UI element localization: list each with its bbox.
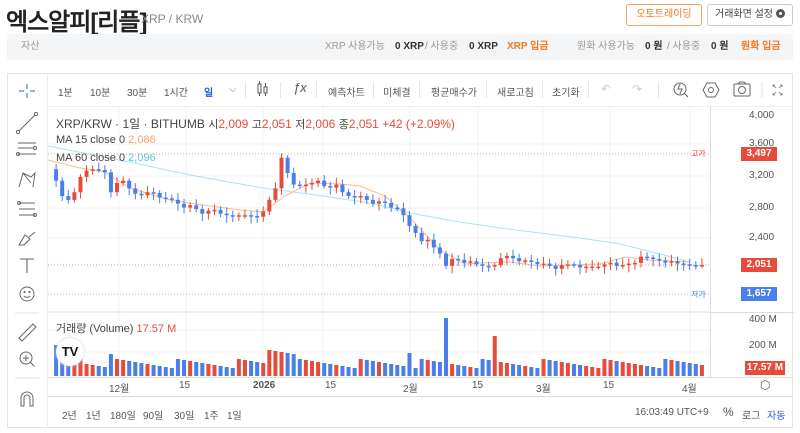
range-1w[interactable]: 1주 — [204, 411, 219, 422]
auto-trading-button[interactable]: 오토트레이딩 — [626, 4, 702, 26]
time-axis[interactable]: 12월 15 2026 15 2월 15 3월 15 4월 ⬡ — [48, 377, 793, 395]
page-title: 엑스알피[리플] — [6, 9, 147, 36]
range-2y[interactable]: 2년 — [62, 411, 77, 422]
percent-toggle[interactable]: % — [723, 405, 734, 419]
header: 엑스알피[리플] XRP / KRW 오토트레이딩 거래화면 설정 — [0, 0, 800, 36]
xrp-available-label: XRP 사용가능 — [325, 41, 385, 52]
range-180d[interactable]: 180일 — [110, 411, 136, 422]
ma60-legend[interactable]: MA 60 close 0 2,096 — [56, 152, 156, 164]
auto-toggle[interactable]: 자동 — [767, 411, 786, 422]
krw-in-use-value: 0 원 — [711, 41, 729, 52]
log-toggle[interactable]: 로그 — [742, 411, 761, 422]
undo-icon[interactable]: ↶ — [601, 82, 612, 96]
crosshair-icon — [19, 84, 35, 98]
interval-1min[interactable]: 1분 — [58, 88, 73, 99]
settings-label: 거래화면 설정 — [715, 9, 773, 20]
price-axis[interactable]: 4,000 3,600 3,200 2,800 2,400 고가 3,497 2… — [691, 107, 794, 377]
volume-legend[interactable]: 거래량 (Volume) 17.57 M — [56, 323, 177, 335]
chart-toolbar: 1분 10분 30분 1시간 일 ⌵ ƒx 예측차트 미체결 평균매수가 새로고… — [48, 73, 793, 107]
candles — [54, 153, 704, 276]
magnet-icon — [20, 391, 34, 407]
ruler-icon — [18, 323, 37, 342]
camera-icon — [733, 81, 751, 97]
redo-icon[interactable]: ↷ — [632, 82, 643, 96]
chart-legend-symbol: XRP/KRW · 1일 · BITHUMB 시2,009 고2,051 저2,… — [56, 117, 455, 131]
clock: 16:03:49 UTC+9 — [635, 407, 709, 418]
volume-tag: 17.57 M — [745, 361, 785, 375]
brush-icon — [18, 231, 36, 246]
low-price-tag: 1,657 — [741, 287, 777, 301]
krw-deposit-link[interactable]: 원화 입금 — [741, 41, 781, 52]
pair-subtitle: XRP / KRW — [141, 12, 204, 26]
tradingview-logo[interactable]: TV — [56, 338, 84, 366]
current-price-tag: 2,051 — [741, 258, 777, 272]
xrp-in-use-label: / 사용중 — [425, 41, 459, 52]
range-1d[interactable]: 1일 — [227, 411, 242, 422]
ma15-legend[interactable]: MA 15 close 0 2,086 — [56, 134, 156, 146]
range-90d[interactable]: 90일 — [143, 411, 164, 422]
high-label: 고가 — [691, 149, 706, 158]
avg-buy-price-button[interactable]: 평균매수가 — [431, 88, 477, 99]
refresh-button[interactable]: 새로고침 — [497, 88, 534, 99]
fullscreen-icon — [772, 84, 783, 96]
chart-container — [7, 73, 793, 428]
trend-line-icon — [15, 111, 39, 135]
quick-zoom-icon — [673, 82, 689, 98]
bottom-bar: 2년 1년 180일 90일 30일 1주 1일 16:03:49 UTC+9 … — [48, 396, 793, 428]
interval-day[interactable]: 일 — [204, 88, 214, 99]
indicator-fx-icon[interactable]: ƒx — [293, 80, 307, 95]
interval-10min[interactable]: 10분 — [90, 88, 111, 99]
krw-in-use-label: / 사용중 — [667, 41, 701, 52]
text-icon — [20, 258, 34, 273]
pattern-icon — [18, 171, 36, 188]
trading-settings-button[interactable]: 거래화면 설정 — [707, 4, 793, 26]
prediction-chart-button[interactable]: 예측차트 — [328, 88, 365, 99]
candle-type-icon[interactable] — [251, 73, 281, 107]
settings-hex-icon — [702, 82, 720, 98]
krw-available-value: 0 원 — [645, 41, 663, 52]
open-orders-button[interactable]: 미체결 — [383, 88, 411, 99]
interval-1hour[interactable]: 1시간 — [164, 88, 188, 99]
low-label: 저가 — [691, 290, 706, 299]
range-1y[interactable]: 1년 — [86, 411, 101, 422]
xrp-deposit-link[interactable]: XRP 입금 — [507, 41, 549, 52]
fib-icon — [17, 201, 37, 217]
zoom-in-icon — [19, 351, 35, 367]
asset-label: 자산 — [21, 41, 40, 52]
asset-bar: 자산 XRP 사용가능 0 XRP / 사용중 0 XRP XRP 입금 원화 … — [7, 34, 793, 60]
axis-settings-icon[interactable]: ⬡ — [760, 378, 771, 392]
emoji-icon — [19, 286, 35, 302]
interval-30min[interactable]: 30분 — [127, 88, 148, 99]
high-price-tag: 3,497 — [741, 147, 777, 161]
gear-icon — [775, 9, 785, 18]
reset-button[interactable]: 초기화 — [552, 88, 580, 99]
xrp-in-use-value: 0 XRP — [469, 41, 498, 52]
drawing-tools-icons — [15, 84, 39, 407]
xrp-available-value: 0 XRP — [395, 41, 424, 52]
range-30d[interactable]: 30일 — [174, 411, 195, 422]
interval-dropdown-chevron-icon[interactable]: ⌵ — [229, 84, 237, 95]
krw-available-label: 원화 사용가능 — [577, 41, 635, 52]
toolbar-right-icons — [673, 81, 783, 98]
parallel-lines-icon — [16, 142, 37, 156]
drawing-toolbar — [7, 73, 48, 428]
